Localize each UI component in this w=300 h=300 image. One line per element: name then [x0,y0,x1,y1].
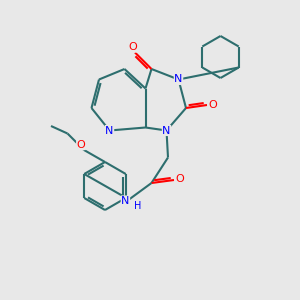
Text: N: N [121,196,130,206]
Text: N: N [162,125,171,136]
Text: N: N [174,74,183,85]
Text: N: N [105,125,114,136]
Text: O: O [76,140,85,150]
Text: O: O [128,42,137,52]
Text: H: H [134,201,141,211]
Text: O: O [208,100,217,110]
Text: O: O [175,173,184,184]
